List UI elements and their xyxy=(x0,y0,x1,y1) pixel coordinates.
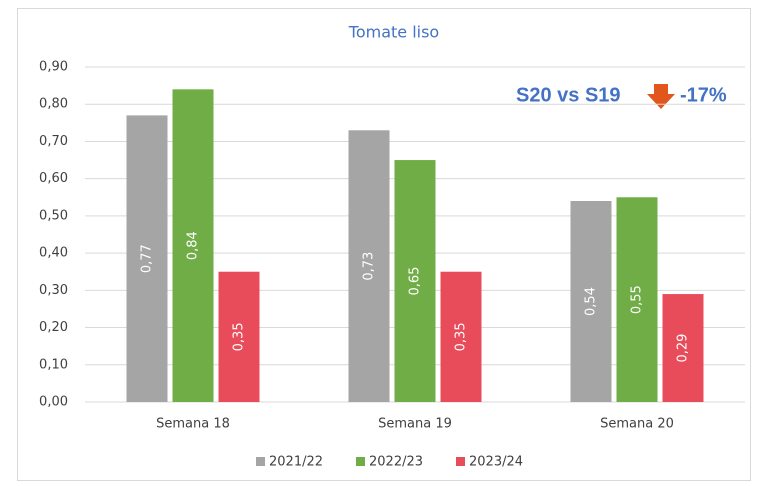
data-label: 0,35 xyxy=(232,322,247,351)
bar xyxy=(570,201,612,402)
x-tick-label: Semana 19 xyxy=(378,417,452,432)
annotation-text: S20 vs S19 xyxy=(516,84,621,106)
y-tick-label: 0,60 xyxy=(39,171,68,186)
legend-label: 2023/24 xyxy=(469,455,523,470)
legend-label: 2021/22 xyxy=(269,455,323,470)
down-arrow-icon xyxy=(647,84,675,109)
data-label: 0,84 xyxy=(186,231,201,260)
legend-swatch xyxy=(256,457,265,466)
data-label: 0,35 xyxy=(454,322,469,351)
bar xyxy=(172,89,214,402)
y-tick-label: 0,00 xyxy=(39,395,68,410)
data-label: 0,77 xyxy=(140,244,155,273)
legend-swatch xyxy=(456,457,465,466)
bar xyxy=(394,160,436,402)
data-label: 0,73 xyxy=(362,252,377,281)
y-tick-label: 0,10 xyxy=(39,357,68,372)
data-label: 0,55 xyxy=(630,285,645,314)
data-label: 0,54 xyxy=(584,287,599,316)
bar xyxy=(662,294,704,402)
y-tick-label: 0,30 xyxy=(39,283,68,298)
x-tick-label: Semana 20 xyxy=(600,417,674,432)
data-label: 0,65 xyxy=(408,267,423,296)
y-tick-label: 0,90 xyxy=(39,60,68,75)
bar xyxy=(616,197,658,402)
bar xyxy=(440,271,482,402)
y-tick-label: 0,80 xyxy=(39,97,68,112)
annotation-change: -17% xyxy=(680,84,727,106)
bar xyxy=(218,271,260,402)
data-label: 0,29 xyxy=(676,334,691,363)
chart-title: Tomate liso xyxy=(348,23,439,42)
legend-label: 2022/23 xyxy=(369,455,423,470)
legend-swatch xyxy=(356,457,365,466)
bar xyxy=(126,115,168,402)
y-tick-label: 0,40 xyxy=(39,246,68,261)
y-tick-label: 0,70 xyxy=(39,134,68,149)
x-tick-label: Semana 18 xyxy=(156,417,230,432)
bar xyxy=(348,130,390,402)
y-tick-label: 0,20 xyxy=(39,320,68,335)
y-tick-label: 0,50 xyxy=(39,208,68,223)
